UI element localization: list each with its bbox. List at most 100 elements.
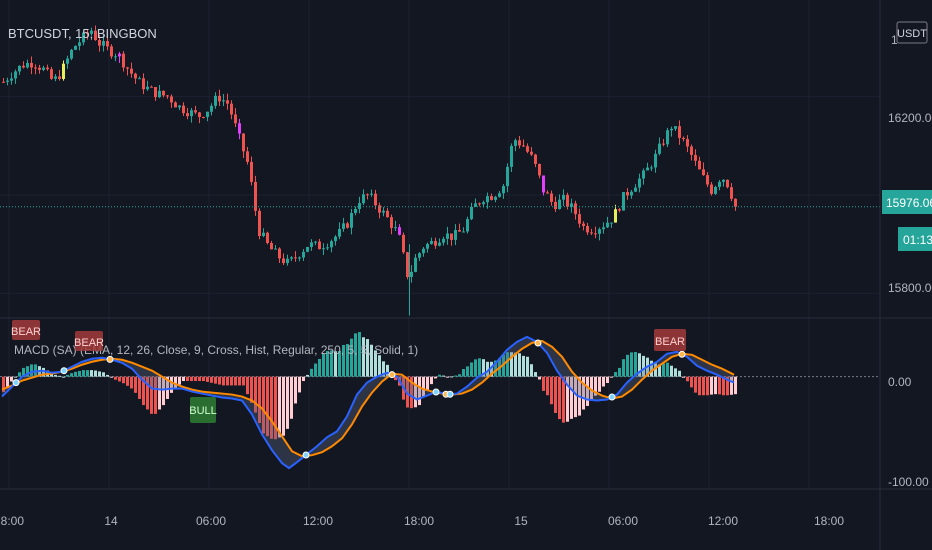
bear-signal: BEAR <box>654 329 686 351</box>
candle-body <box>682 137 685 140</box>
candle-body <box>66 58 69 64</box>
macd-histogram-bar <box>290 376 293 419</box>
candle-body <box>62 63 65 79</box>
candle-body <box>430 240 433 244</box>
candle-body <box>410 271 413 277</box>
macd-histogram-bar <box>114 376 117 380</box>
current-price-badge: 15976.06 <box>882 190 932 214</box>
macd-histogram-bar <box>102 372 105 377</box>
candle-body <box>582 223 585 226</box>
macd-histogram-bar <box>26 366 29 377</box>
candle-body <box>26 62 29 68</box>
macd-histogram-bar <box>330 350 333 377</box>
time-tick: 18:00 <box>814 514 844 528</box>
cross-marker <box>432 388 440 396</box>
candle-body <box>546 192 549 194</box>
macd-histogram-bar <box>414 376 417 408</box>
candle-body <box>34 67 37 69</box>
macd-histogram-bar <box>682 376 685 378</box>
candle-body <box>670 128 673 131</box>
candle-body <box>650 167 653 169</box>
candle-body <box>518 140 521 146</box>
candle-body <box>262 232 265 237</box>
macd-histogram-bar <box>94 370 97 377</box>
candle-body <box>266 232 269 244</box>
candle-body <box>258 210 261 237</box>
macd-histogram-bar <box>714 376 717 395</box>
candle-body <box>294 257 297 259</box>
time-axis: 18:00 14 06:00 12:00 18:00 15 06:00 12:00 18:00 <box>0 514 844 528</box>
macd-histogram-bar <box>406 376 409 408</box>
macd-histogram-bar <box>430 376 433 385</box>
macd-tick: 0.00 <box>888 375 912 389</box>
candle-body <box>282 258 285 264</box>
candle-body <box>554 201 557 210</box>
candle-body <box>574 203 577 215</box>
macd-histogram-bar <box>550 376 553 405</box>
candle-body <box>342 223 345 229</box>
svg-text:BEAR: BEAR <box>74 337 104 349</box>
candle-body <box>154 87 157 98</box>
candle-body <box>82 32 85 43</box>
candle-body <box>390 217 393 228</box>
macd-histogram-bar <box>590 376 593 401</box>
macd-histogram-bar <box>210 376 213 383</box>
macd-histogram-bar <box>254 376 257 413</box>
candle-body <box>470 206 473 220</box>
candle-body <box>210 105 213 112</box>
macd-histogram-bar <box>234 376 237 386</box>
candle-body <box>346 223 349 228</box>
macd-histogram-bar <box>122 376 125 384</box>
macd-histogram-bar <box>282 376 285 436</box>
candle-body <box>446 233 449 239</box>
candle-body <box>458 229 461 232</box>
macd-histogram-bar <box>350 338 353 377</box>
time-tick: 12:00 <box>708 514 738 528</box>
macd-histogram-bar <box>134 376 137 393</box>
candle-body <box>38 67 41 70</box>
candle-body <box>722 179 725 182</box>
candle-body <box>362 194 365 204</box>
macd-histogram-bar <box>314 363 317 377</box>
macd-histogram-bar <box>722 376 725 396</box>
macd-histogram-bar <box>726 376 729 396</box>
candle-body <box>214 95 217 106</box>
macd-histogram-bar <box>510 352 513 377</box>
candle-body <box>486 196 489 203</box>
macd-histogram-bar <box>678 370 681 377</box>
macd-histogram-bar <box>118 376 121 382</box>
macd-histogram-bar <box>410 376 413 409</box>
cross-marker <box>678 350 686 358</box>
candle-body <box>658 143 661 154</box>
candle-body <box>538 163 541 176</box>
macd-histogram-bar <box>294 376 297 404</box>
time-tick: 18:00 <box>0 514 24 528</box>
macd-histogram-bar <box>694 376 697 393</box>
macd-histogram-bar <box>286 376 289 429</box>
macd-histogram-bar <box>362 337 365 377</box>
macd-histogram-bar <box>178 376 181 385</box>
macd-histogram-bar <box>266 376 269 437</box>
macd-histogram-bar <box>666 362 669 377</box>
macd-histogram-bar <box>610 376 613 378</box>
candle-body <box>510 145 513 167</box>
macd-histogram-bar <box>150 376 153 414</box>
candle-body <box>94 30 97 41</box>
currency-button[interactable]: USDT <box>896 21 928 44</box>
candle-body <box>726 179 729 188</box>
macd-histogram-bar <box>686 376 689 382</box>
macd-histogram-bar <box>454 375 457 377</box>
candle-body <box>606 222 609 228</box>
macd-histogram-bar <box>230 376 233 386</box>
candle-body <box>142 78 145 90</box>
candle-body <box>502 186 505 194</box>
macd-histogram-bar <box>494 360 497 377</box>
candle-body <box>398 227 401 235</box>
candle-body <box>714 186 717 194</box>
candle-body <box>622 192 625 211</box>
candle-body <box>330 241 333 248</box>
macd-histogram-bar <box>270 376 273 439</box>
candle-body <box>490 196 493 200</box>
